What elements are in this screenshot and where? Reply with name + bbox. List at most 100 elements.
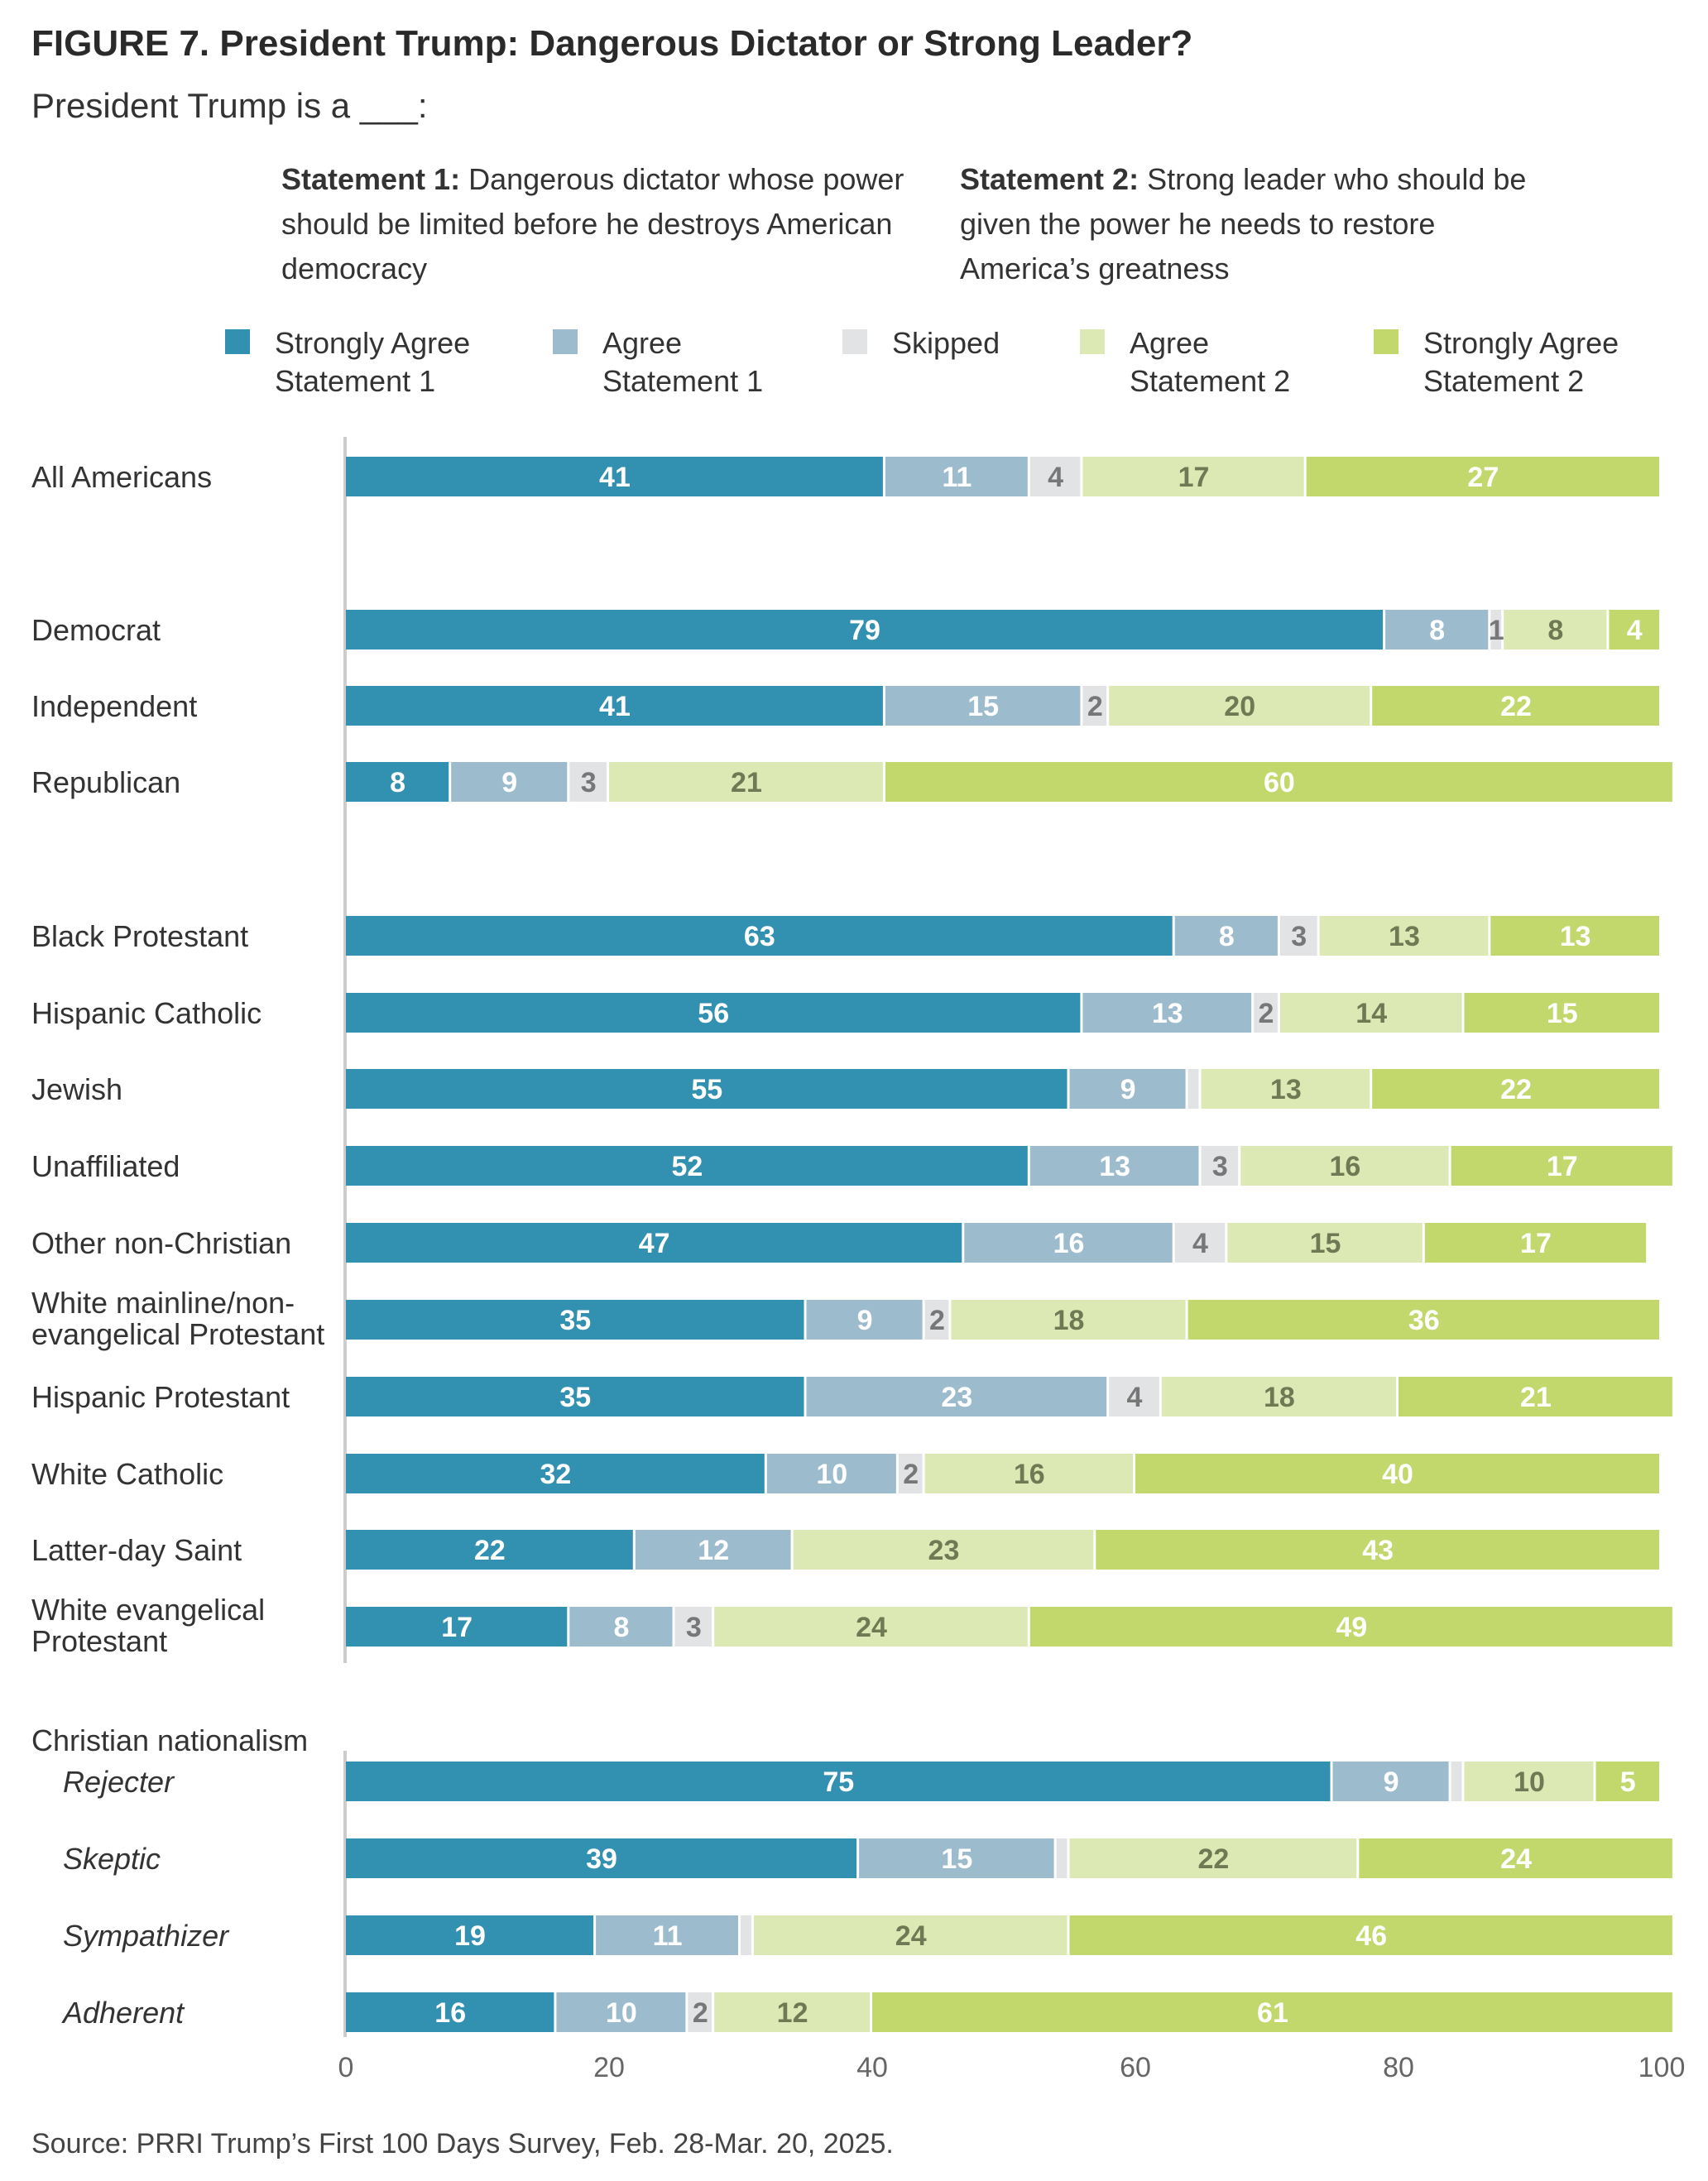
bar-segment-agree1 [451,762,568,802]
data-label: 24 [895,1920,927,1952]
bar-segment-strong2 [885,762,1672,802]
bar-row: 41 15 2 20 22 [346,686,1659,726]
data-label: 17 [1520,1228,1552,1259]
legend-swatch-agree2 [1080,329,1105,354]
bar-segment-skipped [1201,1146,1239,1186]
data-label: 13 [1560,921,1591,952]
data-label: 1 [1489,615,1504,646]
data-label: 35 [559,1305,591,1336]
bar-row: 19 11 24 46 [346,1915,1672,1955]
category-label-line: White mainline/non- [31,1286,295,1320]
data-label: 21 [1520,1382,1552,1413]
category-label: All Americans [31,460,212,494]
category-label: Independent [31,689,197,723]
section-heading: Christian nationalism [31,1723,308,1757]
bar-segment-agree2 [1069,1838,1357,1878]
bar-row: 55 9 13 22 [346,1069,1659,1109]
bar-segment-agree1 [556,1992,686,2032]
data-label: 10 [816,1459,847,1490]
x-tick-label: 0 [338,2052,354,2083]
data-label: 13 [1099,1151,1130,1182]
data-label: 24 [1500,1843,1532,1875]
category-label: Hispanic Protestant [31,1380,290,1414]
data-label: 16 [1014,1459,1045,1490]
bar-segment-skipped [1279,916,1317,956]
bar-segment-strong2 [1359,1838,1672,1878]
data-label: 15 [941,1843,972,1875]
data-label: 13 [1389,921,1420,952]
bar-segment-agree2 [714,1607,1028,1647]
bar-segment-strong1 [346,1607,568,1647]
category-label: Jewish [31,1072,122,1106]
data-label: 24 [856,1612,887,1643]
bar-segment-strong2 [1069,1915,1672,1955]
data-label: 8 [1219,921,1235,952]
data-label: 46 [1355,1920,1387,1952]
data-label: 22 [1500,691,1532,722]
x-tick-label: 20 [593,2052,625,2083]
bar-segment-strong2 [1595,1762,1659,1801]
data-label: 10 [606,1997,637,2029]
bar-segment-skipped [688,1992,712,2032]
data-label: 4 [1627,615,1643,646]
data-label: 22 [1500,1074,1532,1105]
bar-segment-strong1 [346,916,1173,956]
bar-segment-agree1 [1174,916,1278,956]
bar-segment-agree1 [1385,610,1489,650]
data-label: 22 [474,1535,506,1566]
data-label: 9 [501,767,517,798]
bar-segment-skipped [1082,686,1107,726]
data-label: 43 [1362,1535,1394,1566]
bar-row: 32 10 2 16 40 [346,1454,1659,1493]
bar-segment-agree1 [859,1838,1054,1878]
category-label: White Catholic [31,1457,223,1491]
category-label: Latter-day Saint [31,1533,242,1567]
bar-segment-strong1 [346,686,883,726]
category-label: Sympathizer [63,1919,230,1953]
data-label: 3 [1212,1151,1228,1182]
legend-label-strong1: Strongly Agree Statement 1 [275,326,471,398]
data-label: 8 [1429,615,1445,646]
bar-row: 52 13 3 16 17 [346,1146,1672,1186]
bar-segment-agree1 [1082,993,1252,1033]
bar-segment-agree2 [1227,1223,1423,1263]
bar-segment-agree1 [885,686,1081,726]
legend-label-agree1: Agree Statement 1 [602,326,764,398]
data-label: 4 [1048,462,1063,493]
bar-row: 63 8 3 13 13 [346,916,1659,956]
bar-row: 35 23 4 18 21 [346,1377,1672,1416]
bar-segment-strong1 [346,1069,1068,1109]
bar-segment-agree2 [1109,686,1370,726]
data-label: 13 [1270,1074,1302,1105]
data-label: 22 [1197,1843,1229,1875]
bar-segment-strong1 [346,1838,857,1878]
data-label: 3 [686,1612,702,1643]
bar-segment-agree2 [1240,1146,1449,1186]
x-tick-label: 60 [1120,2052,1151,2083]
bar-segment-agree1 [806,1377,1107,1416]
data-label: 60 [1264,767,1295,798]
data-label: 12 [698,1535,729,1566]
data-label: 3 [581,767,597,798]
data-label: 17 [441,1612,473,1643]
bar-segment-strong2 [1609,610,1659,650]
bar-segment-agree1 [1332,1762,1449,1801]
data-label: 9 [857,1305,873,1336]
data-label: 75 [823,1766,854,1798]
legend-item-agree2: Agree Statement 2 [1080,324,1312,400]
data-label: 23 [941,1382,972,1413]
bar-segment-skipped [1029,457,1081,496]
bar-row: 17 8 3 24 49 [346,1607,1672,1647]
data-label: 79 [849,615,880,646]
data-label: 2 [1259,998,1274,1029]
data-label: 17 [1547,1151,1578,1182]
bar-segment-strong2 [1135,1454,1659,1493]
bar-segment-agree2 [753,1915,1068,1955]
data-label: 21 [731,767,762,798]
data-label: 18 [1053,1305,1085,1336]
bar-segment-skipped [741,1915,751,1955]
bar-segment-skipped [1187,1069,1199,1109]
data-label: 27 [1467,462,1499,493]
bar-segment-agree2 [714,1992,870,2032]
